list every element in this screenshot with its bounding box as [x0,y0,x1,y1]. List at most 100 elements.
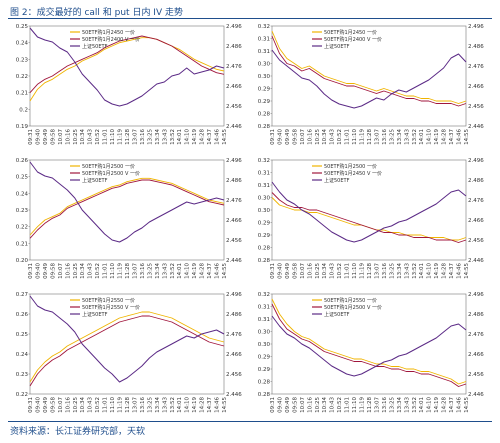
chart-svg: 0.25 0.24 0.23 0.22 0.21 0.2 0.19 2.496 2.486 2.4… [16,24,242,145]
plot-frame [271,159,467,261]
y-tick-label: 0.29 [258,221,271,227]
x-tick-label: 10:34 [80,263,86,279]
x-tick-label: 13:25 [389,397,395,413]
x-tick-label: 14:46 [215,129,221,145]
y-tick-label: 0.24 [16,352,29,358]
y2-tick-label: 2.486 [226,312,242,318]
x-tick-label: 11:19 [118,263,124,279]
chart-bottom-right: 0.32 0.31 0.31 0.30 0.30 0.29 0.29 0.28 0.28 2.49… [250,290,492,422]
y-tick-label: 0.22 [16,392,28,398]
legend-label: 50ETF购1月2500 一价 [82,163,135,170]
title-rule [8,18,492,19]
series-line-etf [271,181,467,243]
plot-frame [271,293,467,395]
x-tick-label: 14:28 [200,397,206,413]
x-tick-label: 14:37 [207,263,213,279]
legend-label: 上证50ETF [324,177,350,184]
x-tick-label: 11:10 [352,397,358,413]
y-tick-label: 0.22 [16,74,28,80]
x-tick-label: 11:01 [345,263,351,279]
x-tick-label: 09:49 [43,397,49,413]
x-tick-label: 09:31 [28,129,34,145]
legend-label: 上证50ETF [324,43,350,50]
y2-tick-label: 2.466 [468,84,484,90]
x-tick-label: 09:49 [285,129,291,145]
plot-frame [29,293,225,395]
x-tick-label: 09:40 [277,397,283,413]
x-tick-label: 11:28 [367,129,373,145]
x-tick-label: 11:19 [360,397,366,413]
y-tick-label: 0.25 [16,175,29,181]
series-line-call [271,30,467,104]
x-tick-label: 14:55 [464,129,470,145]
x-tick-label: 11:10 [110,397,116,413]
x-tick-label: 13:43 [162,129,168,145]
x-tick-label: 14:01 [419,129,425,145]
y-tick-label: 0.28 [258,380,271,386]
x-tick-label: 10:43 [88,263,94,279]
x-tick-label: 14:55 [464,397,470,413]
x-tick-label: 14:19 [434,263,440,279]
x-tick-label: 13:25 [147,263,153,279]
y-tick-label: 0.23 [16,208,29,214]
x-tick-label: 14:19 [434,397,440,413]
y2-tick-label: 2.496 [226,158,242,164]
x-tick-label: 09:40 [277,263,283,279]
x-tick-label: 11:28 [367,263,373,279]
x-tick-label: 14:10 [427,397,433,413]
x-tick-label: 09:31 [270,263,276,279]
y-tick-label: 0.24 [16,191,29,197]
y-tick-label: 0.21 [16,91,28,97]
x-tick-label: 14:55 [464,263,470,279]
x-tick-label: 10:16 [307,397,313,413]
y-tick-label: 0.30 [258,208,271,214]
y-tick-label: 0.25 [16,24,29,30]
x-tick-label: 13:34 [155,397,161,413]
y2-tick-label: 2.496 [468,158,484,164]
x-tick-label: 13:07 [132,397,138,413]
legend-label: 50ETF购1月2550 V 一价 [82,304,140,311]
legend-label: 50ETF购1月2400 V 一价 [82,36,140,43]
x-tick-label: 11:19 [118,397,124,413]
x-tick-label: 10:52 [95,397,101,413]
y-tick-label: 0.29 [258,87,271,93]
x-tick-label: 14:01 [177,397,183,413]
series-line-etf [29,295,225,383]
x-tick-label: 11:28 [125,129,131,145]
x-tick-label: 13:16 [382,263,388,279]
y2-tick-label: 2.446 [468,124,484,130]
x-tick-label: 13:52 [170,129,176,145]
y-tick-label: 0.30 [258,330,271,336]
x-tick-label: 13:43 [162,397,168,413]
legend-label: 50ETF购1月2500 V 一价 [324,304,382,311]
x-tick-label: 10:16 [65,129,71,145]
y-tick-label: 0.32 [258,292,270,298]
x-tick-label: 14:01 [419,263,425,279]
x-tick-label: 09:31 [270,397,276,413]
chart-svg: 0.32 0.31 0.31 0.30 0.30 0.29 0.29 0.28 0.28 2.49… [258,158,484,279]
chart-bottom-left: 0.27 0.26 0.25 0.24 0.23 0.22 2.496 2.486 2.476 2… [8,290,250,422]
series-line-put [271,35,467,107]
x-tick-label: 09:31 [28,397,34,413]
y-tick-label: 0.26 [16,158,29,164]
legend-label: 50ETF购1月2450 一价 [324,29,377,36]
y2-tick-label: 2.466 [468,218,484,224]
y-tick-label: 0.28 [258,258,271,264]
y-tick-label: 0.30 [258,196,271,202]
y2-tick-label: 2.446 [468,258,484,264]
legend-label: 50ETF购1月2450 V 一价 [324,170,382,177]
y-tick-label: 0.31 [258,49,270,55]
x-tick-label: 13:07 [374,263,380,279]
x-tick-label: 13:07 [132,129,138,145]
x-tick-label: 14:37 [207,397,213,413]
x-tick-label: 13:16 [382,397,388,413]
chart-svg: 0.26 0.25 0.24 0.23 0.22 0.21 0.20 2.496 2.486 2.… [16,158,242,279]
series-line-put [29,315,225,387]
plot-frame [29,159,225,261]
x-tick-label: 14:19 [192,129,198,145]
x-tick-label: 13:25 [389,263,395,279]
y-tick-label: 0.30 [258,342,271,348]
series-line-put [29,179,225,239]
y-tick-label: 0.24 [16,41,29,47]
x-tick-label: 09:49 [43,263,49,279]
